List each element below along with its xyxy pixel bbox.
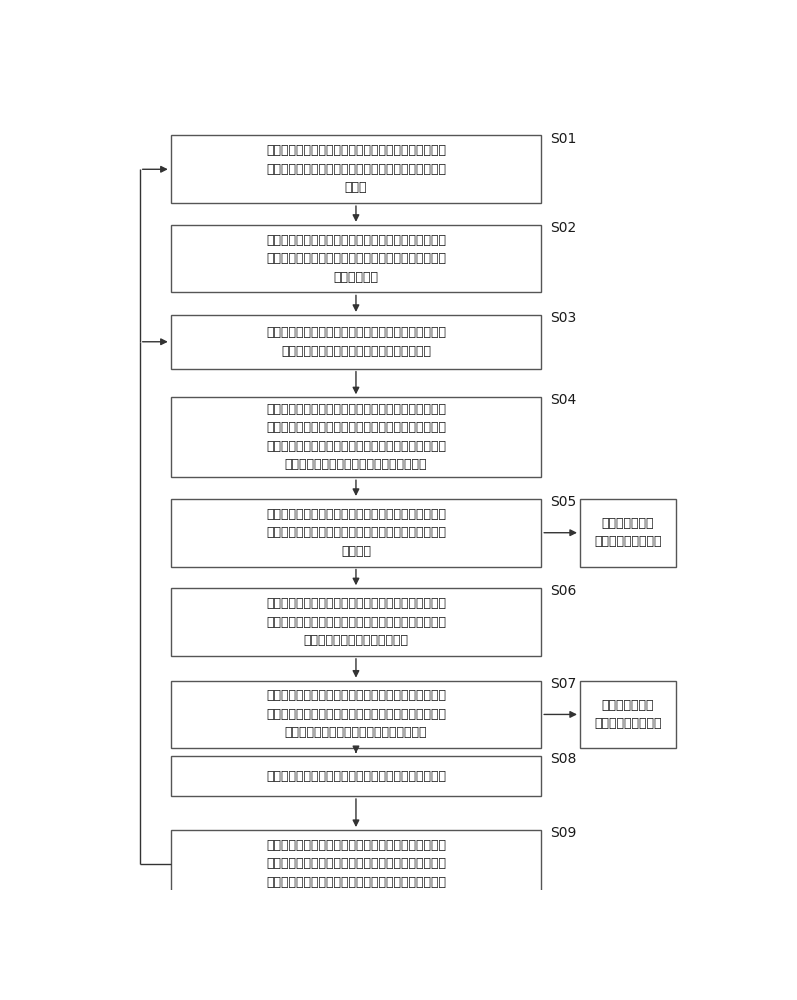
Text: S06: S06 [551, 584, 577, 598]
Bar [171, 756, 541, 796]
Text: S07: S07 [551, 677, 577, 691]
Bar [580, 499, 676, 567]
Bar [171, 830, 541, 898]
Text: 在深度学习时间序列预测算法模型下对目标控制量进行
比较、预测和优化控制，根据比较值，进行模型训练与
数据输出: 在深度学习时间序列预测算法模型下对目标控制量进行 比较、预测和优化控制，根据比较… [266, 508, 446, 558]
Text: 形成优化的充电系统能量控制供需平衡的控制模型输出: 形成优化的充电系统能量控制供需平衡的控制模型输出 [266, 770, 446, 783]
Text: 设置充电终端特征参数，并获取被充电电动汽车动力电
池充电过程功率需求变化曲线，建立充电工作状态特征
时序预测关系: 设置充电终端特征参数，并获取被充电电动汽车动力电 池充电过程功率需求变化曲线，建… [266, 234, 446, 284]
Bar [171, 315, 541, 369]
Bar [171, 588, 541, 656]
Text: 获取电动汽车的充电需求信息、充电设施的充电工作信
息、供电信息以及环境信息，创建特征数据库: 获取电动汽车的充电需求信息、充电设施的充电工作信 息、供电信息以及环境信息，创建… [266, 326, 446, 358]
Text: 输出指令，执行
能量控制输出子流程: 输出指令，执行 能量控制输出子流程 [594, 699, 662, 730]
Bar [171, 499, 541, 567]
Text: 根据累积的数据集进行模型学习训练与数值分析，根据
数值分析结果输出比较值，结合充电终端的充电状态与
电动汽车的需求信息，控制充电终端的使用: 根据累积的数据集进行模型学习训练与数值分析，根据 数值分析结果输出比较值，结合充… [266, 689, 446, 739]
Bar [171, 397, 541, 477]
Bar [171, 225, 541, 292]
Text: S03: S03 [551, 311, 577, 325]
Text: S04: S04 [551, 393, 577, 407]
Text: 训练形成的充电系统能量控制供需平衡的控制模型输出
并保存后，在此基础上每隔预设时间周期进行一次机器
学习训练，优化充电系统能量控制供需平衡的控制模型: 训练形成的充电系统能量控制供需平衡的控制模型输出 并保存后，在此基础上每隔预设时… [266, 839, 446, 889]
Text: 累积一定的充电与供能数值，将采集的实时数据输入特
征数据库，结合充电站与被充电电动汽车的应用场景特
征，充实模型学习训练的数据集: 累积一定的充电与供能数值，将采集的实时数据输入特 征数据库，结合充电站与被充电电… [266, 597, 446, 647]
Bar [171, 135, 541, 203]
Bar [171, 681, 541, 748]
Text: S09: S09 [551, 826, 577, 840]
Text: 将特征数据库中的数据输入至充电与供能优化时序预测
关系模型中，结合充电工作状态特征时序预测关系，对
充电与供能优化时序预测关系模型进行训练优化，获得
预先训练的: 将特征数据库中的数据输入至充电与供能优化时序预测 关系模型中，结合充电工作状态特… [266, 403, 446, 471]
Text: 选择机器学习预模型，并设定模型中与充电容量相关的
初始阈值和功能矩阵，建立充电与供能优化时序预测关
系模型: 选择机器学习预模型，并设定模型中与充电容量相关的 初始阈值和功能矩阵，建立充电与… [266, 144, 446, 194]
Text: S08: S08 [551, 752, 577, 766]
Text: S02: S02 [551, 221, 577, 235]
Text: S01: S01 [551, 132, 577, 146]
Text: 输出指令，执行
能量控制输出子流程: 输出指令，执行 能量控制输出子流程 [594, 517, 662, 548]
Text: S05: S05 [551, 495, 577, 509]
Bar [580, 681, 676, 748]
